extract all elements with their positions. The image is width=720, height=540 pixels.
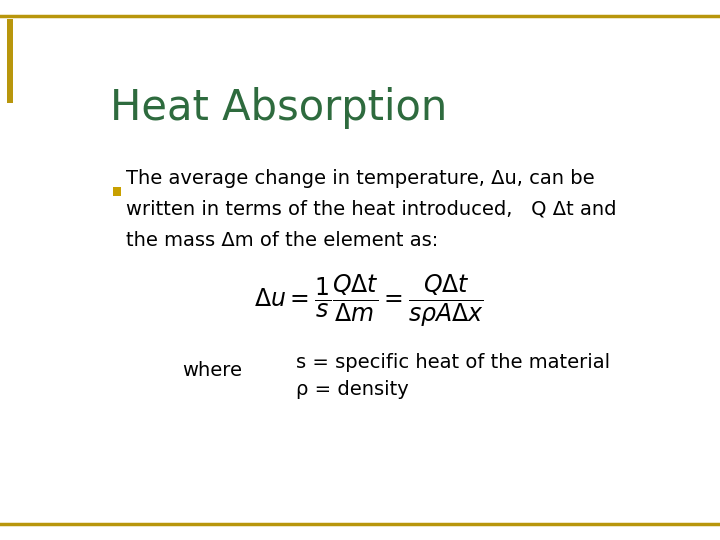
Text: s = specific heat of the material: s = specific heat of the material [297,353,611,372]
Text: Heat Absorption: Heat Absorption [109,87,447,130]
Bar [114,187,121,196]
Text: the mass Δm of the element as:: the mass Δm of the element as: [126,231,438,250]
Text: $\Delta u = \dfrac{1}{s}\dfrac{Q\Delta t}{\Delta m} = \dfrac{Q\Delta t}{s\rho A\: $\Delta u = \dfrac{1}{s}\dfrac{Q\Delta t… [254,274,484,329]
Text: where: where [182,361,242,380]
Text: written in terms of the heat introduced,   Q Δt and: written in terms of the heat introduced,… [126,200,617,219]
Text: ρ = density: ρ = density [297,380,409,399]
Text: The average change in temperature, Δu, can be: The average change in temperature, Δu, c… [126,169,595,188]
